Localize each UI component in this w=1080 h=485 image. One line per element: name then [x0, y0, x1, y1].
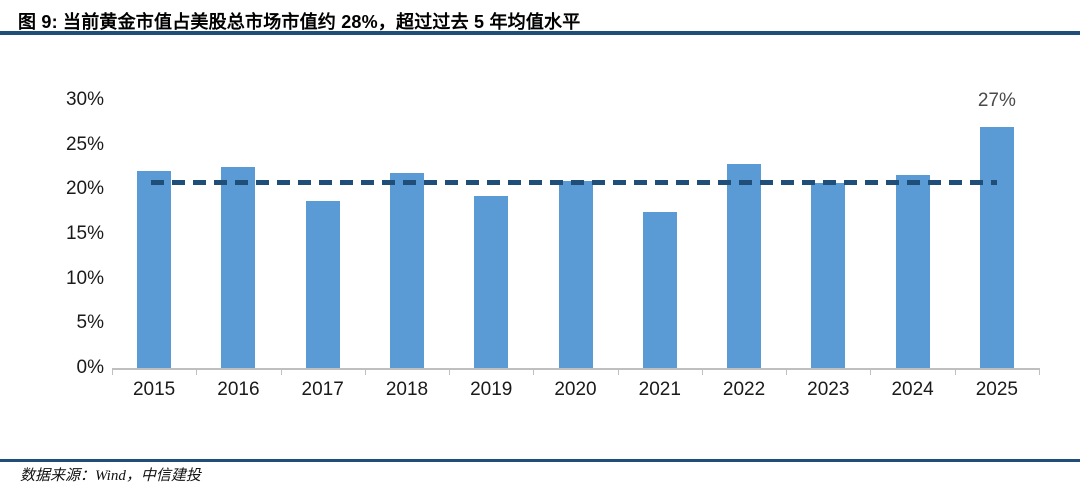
x-axis-tick-label: 2019: [470, 379, 513, 400]
figure-title: 图 9: 当前黄金市值占美股总市场市值约 28%，超过过去 5 年均值水平: [18, 12, 581, 32]
data-source-note: 数据来源：Wind，中信建投: [20, 468, 201, 484]
bar-2017: [305, 200, 340, 368]
y-axis-tick-label: 5%: [76, 312, 104, 334]
bar-value-label: 27%: [977, 89, 1016, 111]
bar-2018: [389, 173, 424, 368]
axis-tick-mark: [449, 368, 451, 375]
bar-2021: [642, 211, 677, 368]
bar-2023: [811, 183, 846, 368]
x-axis-line: [112, 368, 1039, 370]
y-axis-tick-label: 25%: [65, 133, 104, 155]
axis-tick-mark: [701, 368, 703, 375]
x-axis-tick-label: 2023: [807, 379, 850, 400]
x-axis-tick-label: 2015: [132, 379, 176, 400]
axis-tick-mark: [364, 368, 366, 375]
x-axis-tick-label: 2020: [554, 379, 597, 400]
bar-2025: [979, 126, 1014, 368]
bar-2020: [558, 181, 593, 368]
axis-tick-mark: [870, 368, 872, 375]
axis-tick-mark: [280, 368, 282, 375]
bar-2024: [895, 175, 930, 368]
x-axis-tick-label: 2017: [301, 379, 344, 400]
bar-2019: [474, 195, 509, 368]
y-axis-tick-label: 20%: [65, 178, 104, 200]
x-axis-tick-label: 2022: [722, 379, 766, 400]
axis-tick-mark: [786, 368, 788, 375]
axis-tick-mark: [617, 368, 619, 375]
axis-tick-mark: [196, 368, 198, 375]
x-axis-tick-label: 2018: [385, 379, 429, 400]
bar-2022: [727, 164, 762, 368]
y-axis-tick-label: 15%: [65, 223, 104, 244]
y-axis-tick-label: 30%: [65, 89, 104, 110]
x-axis-tick-label: 2021: [638, 379, 681, 400]
y-axis-tick-label: 10%: [65, 267, 104, 289]
axis-tick-mark: [533, 368, 535, 375]
axis-tick-mark: [112, 368, 113, 375]
header-rule: [0, 31, 1080, 35]
footer-rule: [0, 459, 1080, 462]
axis-tick-mark: [954, 368, 956, 375]
average-reference-line: [151, 179, 997, 185]
axis-tick-mark: [1039, 368, 1040, 375]
x-axis-tick-label: 2016: [217, 379, 260, 400]
x-axis-tick-label: 2024: [891, 379, 934, 400]
y-axis-tick-label: 0%: [76, 357, 104, 378]
bar-2016: [221, 167, 256, 368]
bar-2015: [137, 170, 172, 368]
bar-chart: 30% 25% 20% 15% 10% 5% 0% 2015 2016 2017 2018 2019 2…: [0, 40, 1080, 440]
x-axis-tick-label: 2025: [975, 379, 1018, 400]
